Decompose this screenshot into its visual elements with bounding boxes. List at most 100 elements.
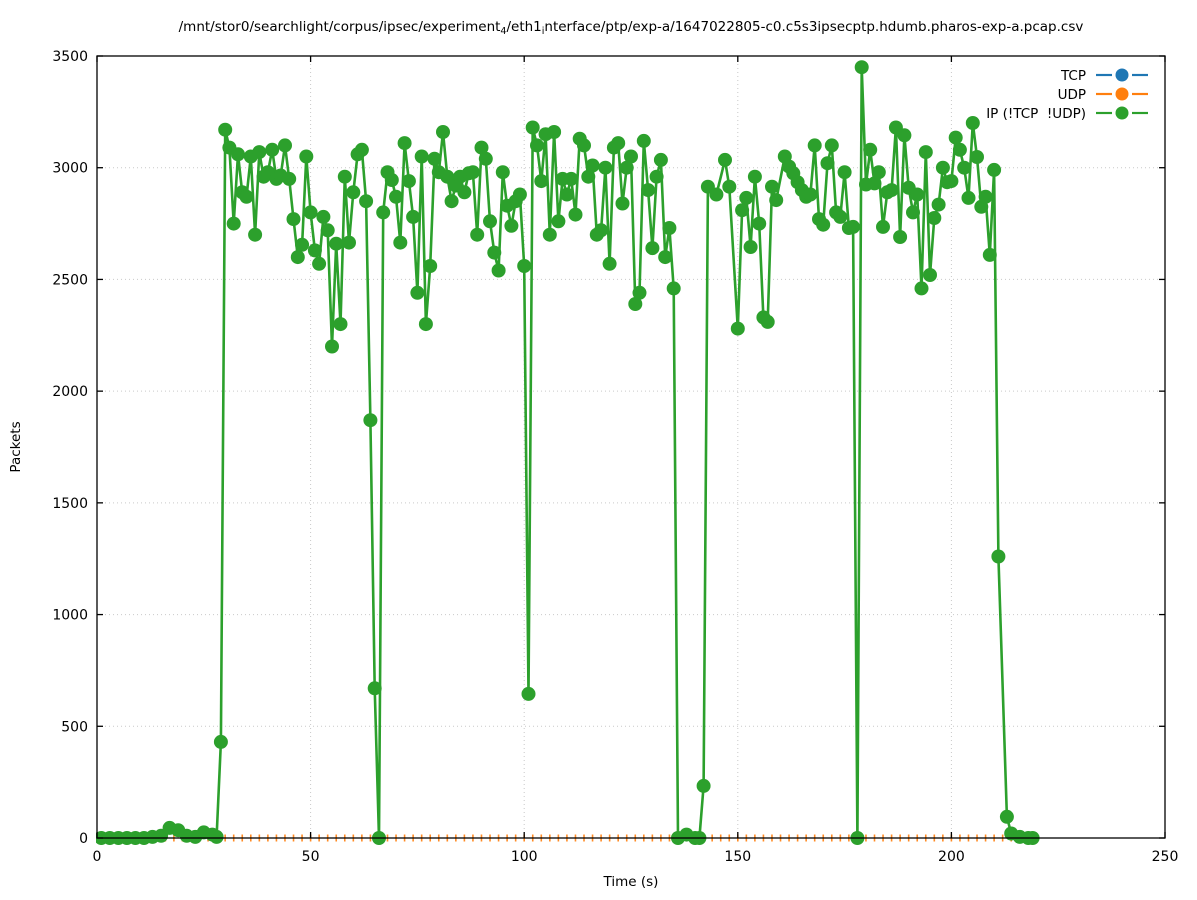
ip-point: [944, 174, 959, 189]
ip-point: [218, 122, 233, 137]
ip-point: [632, 285, 647, 300]
ip-point: [282, 171, 297, 186]
ip-point: [927, 211, 942, 225]
ip-point: [547, 125, 562, 139]
legend-marker-dot: [1115, 87, 1129, 101]
ip-point: [213, 734, 228, 749]
ip-point: [645, 241, 660, 256]
ip-point: [406, 209, 421, 224]
ip-point: [846, 219, 861, 234]
ip-point: [363, 413, 378, 428]
ip-point: [991, 549, 1006, 564]
x-tick-label: 250: [1152, 849, 1179, 865]
y-tick-label: 2500: [52, 272, 88, 288]
ip-point: [299, 149, 314, 164]
ip-point: [320, 223, 335, 238]
ip-point: [867, 176, 882, 191]
ip-point: [542, 227, 557, 242]
ip-point: [769, 193, 784, 208]
ip-point: [418, 317, 433, 332]
ip-point: [615, 196, 630, 211]
ip-point: [816, 217, 831, 232]
y-tick-label: 0: [79, 831, 88, 847]
ip-point: [999, 809, 1014, 824]
ip-point: [752, 216, 767, 231]
y-tick-label: 3000: [52, 161, 88, 177]
x-tick-label: 0: [93, 849, 102, 865]
ip-point: [337, 169, 352, 184]
legend-label: UDP: [1058, 87, 1086, 103]
ip-point: [239, 189, 254, 204]
ip-point: [961, 190, 976, 205]
ip-point: [512, 187, 527, 202]
ip-point: [517, 259, 532, 273]
ip-point: [803, 187, 818, 202]
ip-point: [316, 209, 331, 224]
ip-point: [649, 169, 664, 184]
ip-point: [564, 171, 579, 186]
ip-point: [662, 221, 677, 235]
ip-point: [401, 174, 416, 189]
ip-point: [333, 317, 348, 332]
ip-point: [470, 227, 485, 242]
y-tick-label: 1500: [52, 496, 88, 512]
ip-point: [389, 189, 403, 204]
ip-point: [923, 268, 937, 282]
ip-point: [530, 138, 544, 153]
ip-point: [628, 297, 643, 311]
ip-point: [303, 205, 318, 220]
ip-point: [965, 116, 980, 130]
ip-point: [265, 142, 280, 157]
ip-point: [346, 185, 361, 200]
ip-point: [747, 169, 762, 184]
ip-point: [376, 205, 391, 220]
y-tick-label: 1000: [52, 608, 88, 624]
ip-point: [982, 247, 997, 262]
ip-point: [521, 686, 536, 701]
ip-point: [760, 314, 775, 329]
ip-point: [863, 142, 878, 157]
ip-point: [474, 140, 489, 155]
ip-point: [278, 138, 292, 153]
x-tick-label: 100: [511, 849, 538, 865]
ip-point: [854, 60, 869, 75]
ip-point: [636, 133, 651, 148]
ip-point: [624, 149, 638, 164]
ip-point: [436, 125, 450, 139]
ip-point: [735, 203, 750, 218]
plot-border: [96, 55, 1166, 839]
y-axis-label: Packets: [8, 421, 24, 472]
ip-point: [226, 216, 241, 231]
ip-point: [384, 173, 399, 187]
data-series: [96, 60, 1040, 845]
ip-point: [952, 142, 967, 157]
series-ip-not-tcp-not-udp: [96, 60, 1040, 845]
ip-point: [833, 209, 848, 224]
x-tick-label: 150: [724, 849, 751, 865]
legend: TCP UDP IP (!TCP !UDP): [986, 68, 1148, 122]
ip-point: [897, 128, 912, 143]
ip-point: [393, 235, 408, 250]
ip-point: [465, 165, 480, 180]
ip-point: [722, 179, 737, 194]
ip-point: [893, 230, 908, 244]
ip-point: [231, 147, 245, 162]
ip-point: [577, 138, 591, 153]
ip-point: [478, 151, 493, 166]
ip-point: [457, 185, 472, 200]
ip-point: [906, 205, 920, 220]
y-tick-label: 2000: [52, 384, 88, 400]
ip-point: [568, 207, 583, 222]
y-tick-label: 500: [61, 719, 88, 735]
ip-point: [594, 223, 609, 238]
ip-point: [739, 190, 754, 205]
ip-point: [495, 165, 510, 180]
ip-point: [252, 145, 267, 160]
ip-point: [743, 240, 758, 254]
ip-point: [585, 158, 600, 173]
legend-marker-dot: [1115, 68, 1129, 82]
ip-point: [248, 227, 263, 242]
ip-point: [367, 681, 382, 696]
ip-point: [709, 187, 724, 202]
